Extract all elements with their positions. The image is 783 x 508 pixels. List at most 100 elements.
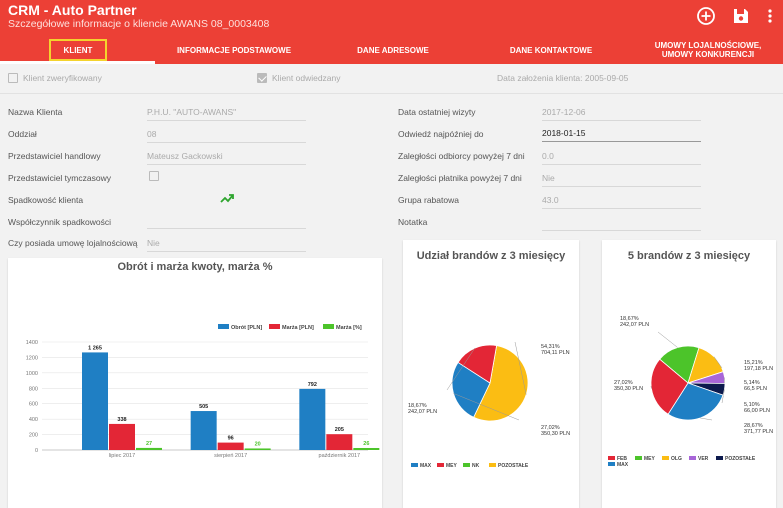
- legend-label: OLG: [671, 456, 682, 462]
- tab-dane-adresowe[interactable]: DANE ADRESOWE: [318, 36, 468, 64]
- visited-checkbox-row[interactable]: Klient odwiedzany: [257, 73, 341, 83]
- legend-swatch: [323, 324, 334, 329]
- bar-value-label: 20: [255, 441, 261, 447]
- discount-group-field[interactable]: 43.0: [542, 195, 701, 209]
- bar-value-label: 26: [363, 441, 369, 447]
- verified-label: Klient zweryfikowany: [23, 73, 102, 83]
- loyalty-label: Czy posiada umowę lojalnościową: [8, 238, 137, 248]
- floppy-disk-icon[interactable]: [731, 6, 751, 26]
- bar: [191, 411, 217, 450]
- receiver-arrears-label: Zaległości odbiorcy powyżej 7 dni: [398, 151, 525, 161]
- note-label: Notatka: [398, 217, 427, 227]
- branch-label: Oddział: [8, 129, 37, 139]
- y-tick-label: 400: [29, 417, 38, 423]
- sales-rep-field[interactable]: Mateusz Gackowski: [147, 151, 306, 165]
- legend-swatch: [269, 324, 280, 329]
- bar: [109, 424, 135, 450]
- legend-swatch: [689, 456, 696, 460]
- pie-label-value: 704,11 PLN: [541, 350, 570, 356]
- visit-by-field[interactable]: 2018-01-15: [542, 128, 701, 142]
- note-field[interactable]: [542, 217, 701, 231]
- pie-leader-line: [700, 418, 712, 420]
- legend-swatch: [608, 462, 615, 466]
- tab-informacje-podstawowe[interactable]: INFORMACJE PODSTAWOWE: [158, 36, 310, 64]
- visited-label: Klient odwiedzany: [272, 73, 341, 83]
- bar: [82, 352, 108, 450]
- temp-rep-label: Przedstawiciel tymczasowy: [8, 173, 111, 183]
- legend-swatch: [635, 456, 642, 460]
- last-visit-field[interactable]: 2017-12-06: [542, 107, 701, 121]
- pie-label-value: 371,77 PLN: [744, 429, 773, 435]
- bar-value-label: 1 265: [88, 345, 102, 351]
- legend-swatch: [437, 463, 444, 467]
- y-tick-label: 200: [29, 433, 38, 439]
- x-tick-label: lipiec 2017: [109, 453, 135, 459]
- pie-label-value: 350,30 PLN: [541, 431, 570, 437]
- bar: [136, 448, 162, 450]
- verified-checkbox[interactable]: [8, 73, 18, 83]
- y-tick-label: 600: [29, 402, 38, 408]
- legend-swatch: [489, 463, 496, 467]
- bar: [218, 443, 244, 450]
- sales-rep-label: Przedstawiciel handlowy: [8, 151, 101, 161]
- bar: [353, 448, 379, 450]
- branch-field[interactable]: 08: [147, 129, 306, 143]
- decline-ratio-field[interactable]: [147, 217, 306, 229]
- x-tick-label: październik 2017: [319, 453, 361, 459]
- plus-circle-icon[interactable]: [696, 6, 716, 26]
- legend-label: Marża [%]: [336, 325, 362, 331]
- pie-label-value: 242,07 PLN: [408, 409, 437, 415]
- legend-label: POZOSTAŁE: [498, 463, 529, 469]
- bar-value-label: 27: [146, 441, 152, 447]
- pie-label-value: 242,07 PLN: [620, 322, 649, 328]
- visited-checkbox[interactable]: [257, 73, 267, 83]
- verified-checkbox-row[interactable]: Klient zweryfikowany: [8, 73, 102, 83]
- pie-label-value: 66,00 PLN: [744, 408, 770, 414]
- legend-label: Marża [PLN]: [282, 325, 314, 331]
- legend-swatch: [463, 463, 470, 467]
- decline-ratio-label: Współczynnik spadkowości: [8, 217, 111, 227]
- created-date: Data założenia klienta: 2005-09-05: [497, 73, 628, 83]
- client-name-field[interactable]: P.H.U. "AUTO-AWANS": [147, 107, 306, 121]
- client-name-label: Nazwa Klienta: [8, 107, 62, 117]
- more-vertical-icon[interactable]: [760, 6, 780, 26]
- tab-umowy[interactable]: UMOWY LOJALNOŚCIOWE, UMOWY KONKURENCJI: [642, 36, 774, 64]
- loyalty-field[interactable]: Nie: [147, 238, 306, 252]
- legend-swatch: [662, 456, 669, 460]
- y-tick-label: 1000: [26, 371, 38, 377]
- discount-group-label: Grupa rabatowa: [398, 195, 459, 205]
- bar-value-label: 205: [335, 427, 344, 433]
- pie-label-value: 350,30 PLN: [614, 386, 643, 392]
- tab-klient[interactable]: KLIENT: [49, 39, 107, 61]
- payer-arrears-field[interactable]: Nie: [542, 173, 701, 187]
- legend-label: MEY: [644, 456, 656, 462]
- client-subtitle: Szczegółowe informacje o kliencie AWANS …: [8, 18, 269, 30]
- pie-label-value: 66,5 PLN: [744, 386, 767, 392]
- legend-label: VER: [698, 456, 709, 462]
- receiver-arrears-field[interactable]: 0.0: [542, 151, 701, 165]
- app-bar: CRM - Auto Partner Szczegółowe informacj…: [0, 0, 783, 64]
- legend-swatch: [716, 456, 723, 460]
- x-tick-label: sierpień 2017: [214, 453, 247, 459]
- bar: [326, 434, 352, 450]
- tab-bar: KLIENT INFORMACJE PODSTAWOWE DANE ADRESO…: [0, 36, 783, 64]
- y-tick-label: 1200: [26, 355, 38, 361]
- last-visit-label: Data ostatniej wizyty: [398, 107, 475, 117]
- pie-label-value: 197,18 PLN: [744, 366, 773, 372]
- bar-value-label: 96: [228, 436, 234, 442]
- bar-value-label: 338: [117, 417, 126, 423]
- divider: [0, 93, 783, 94]
- client-form: Klient zweryfikowany Klient odwiedzany D…: [0, 64, 783, 254]
- tab-dane-kontaktowe[interactable]: DANE KONTAKTOWE: [476, 36, 626, 64]
- legend-label: POZOSTAŁE: [725, 456, 756, 462]
- bar-value-label: 505: [199, 404, 208, 410]
- decline-label: Spadkowość klienta: [8, 195, 83, 205]
- temp-rep-checkbox[interactable]: [149, 171, 159, 181]
- legend-label: MAX: [420, 463, 432, 469]
- legend-label: MEY: [446, 463, 458, 469]
